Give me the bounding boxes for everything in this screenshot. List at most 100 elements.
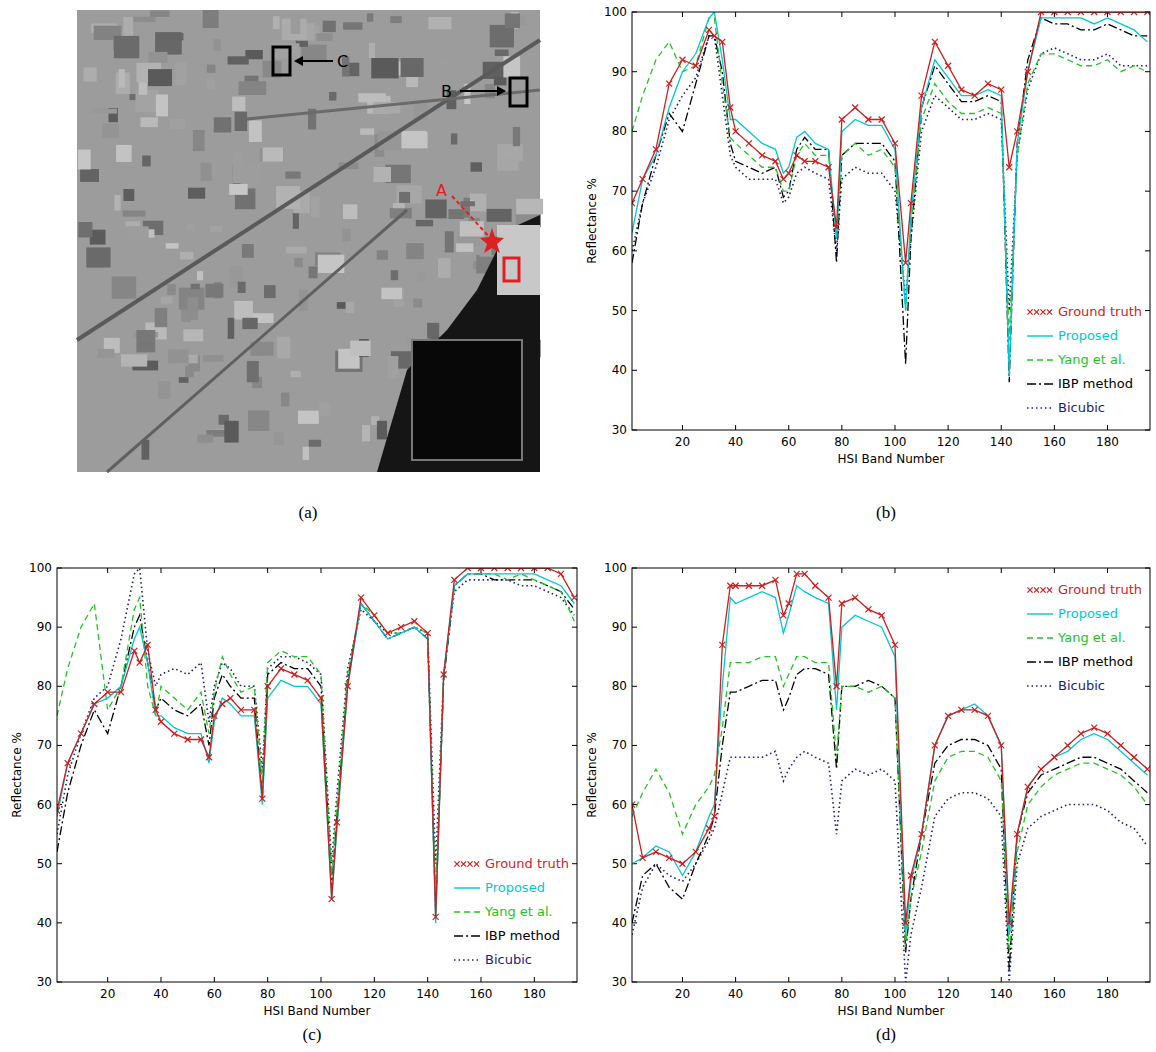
x-tick-label: 20	[675, 435, 690, 449]
series-marker	[932, 39, 938, 45]
image-texture	[367, 13, 373, 21]
legend-label: Bicubic	[1058, 678, 1105, 693]
legend-swatch	[461, 861, 466, 866]
series-marker	[802, 158, 808, 164]
series-marker	[238, 707, 244, 713]
x-tick-label: 160	[1043, 435, 1066, 449]
series-marker	[1025, 784, 1031, 790]
x-tick	[107, 568, 108, 573]
y-tick	[1145, 804, 1150, 805]
x-tick	[1054, 977, 1055, 982]
legend: Ground truthProposedYang et al.IBP metho…	[454, 856, 569, 967]
image-texture	[203, 355, 224, 361]
image-texture	[350, 341, 370, 356]
series-marker	[834, 224, 840, 230]
y-tick	[632, 922, 637, 923]
series-line	[632, 18, 1147, 382]
x-tick	[841, 568, 842, 573]
series-marker	[711, 813, 717, 819]
legend-swatch	[1027, 587, 1032, 592]
chart-panel: 2040608010012014016018030405060708090100…	[10, 561, 577, 1018]
series-marker	[334, 819, 340, 825]
y-tick	[1145, 131, 1150, 132]
legend-label: Proposed	[1058, 328, 1118, 343]
image-texture	[348, 63, 360, 76]
plot-area	[632, 568, 1150, 982]
y-tick	[57, 922, 62, 923]
image-texture	[228, 318, 235, 339]
image-texture	[187, 297, 198, 320]
image-texture	[396, 185, 421, 203]
box-a	[504, 258, 519, 281]
x-tick	[894, 977, 895, 982]
y-tick	[1145, 71, 1150, 72]
x-tick-label: 80	[260, 987, 275, 1001]
x-tick	[948, 977, 949, 982]
series-marker	[706, 825, 712, 831]
series-line	[57, 574, 574, 923]
legend-swatch	[1047, 587, 1052, 592]
image-texture	[346, 302, 355, 313]
series-marker	[972, 93, 978, 99]
series-marker	[1025, 69, 1031, 75]
image-texture	[123, 210, 146, 216]
series-marker	[198, 737, 204, 743]
image-texture	[112, 277, 137, 299]
image-texture	[448, 209, 464, 219]
legend-swatch	[1027, 407, 1053, 408]
legend-swatch	[454, 959, 480, 960]
image-texture	[228, 56, 249, 64]
image-texture	[170, 119, 185, 129]
image-texture	[123, 189, 134, 201]
y-tick	[57, 863, 62, 864]
image-texture	[343, 22, 362, 30]
x-tick-label: 180	[1096, 987, 1119, 1001]
plot-frame	[632, 12, 1150, 430]
image-texture	[132, 17, 155, 22]
x-tick-label: 160	[1043, 987, 1066, 1001]
series-marker	[1078, 731, 1084, 737]
image-texture	[188, 188, 205, 199]
series-marker	[958, 87, 964, 93]
x-tick	[1054, 425, 1055, 430]
annotation: A	[436, 181, 447, 200]
image-texture	[273, 16, 280, 29]
image-texture	[398, 131, 426, 145]
image-texture	[150, 10, 170, 17]
y-tick-label: 30	[37, 975, 52, 989]
series-marker	[746, 583, 752, 589]
x-tick	[214, 568, 215, 573]
y-tick	[1145, 250, 1150, 251]
y-tick-label: 50	[37, 857, 52, 871]
series-marker	[1038, 766, 1044, 772]
x-axis-title: HSI Band Number	[264, 1004, 371, 1018]
y-axis-title: Reflectance %	[585, 732, 599, 818]
x-tick-label: 20	[675, 987, 690, 1001]
y-tick	[572, 686, 577, 687]
data-layer	[632, 12, 1150, 382]
series-marker	[640, 176, 646, 182]
series-marker	[558, 571, 564, 577]
series-line	[632, 574, 1147, 923]
x-tick	[788, 568, 789, 573]
x-tick	[735, 425, 736, 430]
x-tick	[894, 568, 895, 573]
series-line	[57, 574, 574, 911]
x-tick-label: 100	[884, 987, 907, 1001]
annotation: C	[337, 52, 348, 71]
image-texture	[388, 356, 399, 379]
series-line	[632, 751, 1147, 982]
series-marker	[679, 861, 685, 867]
series-marker	[985, 81, 991, 87]
image-texture	[114, 195, 120, 211]
star-a	[480, 228, 504, 253]
series-marker	[451, 577, 457, 583]
image-texture	[156, 95, 168, 117]
legend-swatch	[1027, 335, 1053, 336]
image-texture	[249, 120, 262, 142]
series-marker	[318, 695, 324, 701]
image-texture	[149, 52, 168, 63]
image-road	[107, 210, 407, 472]
x-tick	[427, 977, 428, 982]
legend-label: Yang et al.	[1057, 352, 1126, 367]
